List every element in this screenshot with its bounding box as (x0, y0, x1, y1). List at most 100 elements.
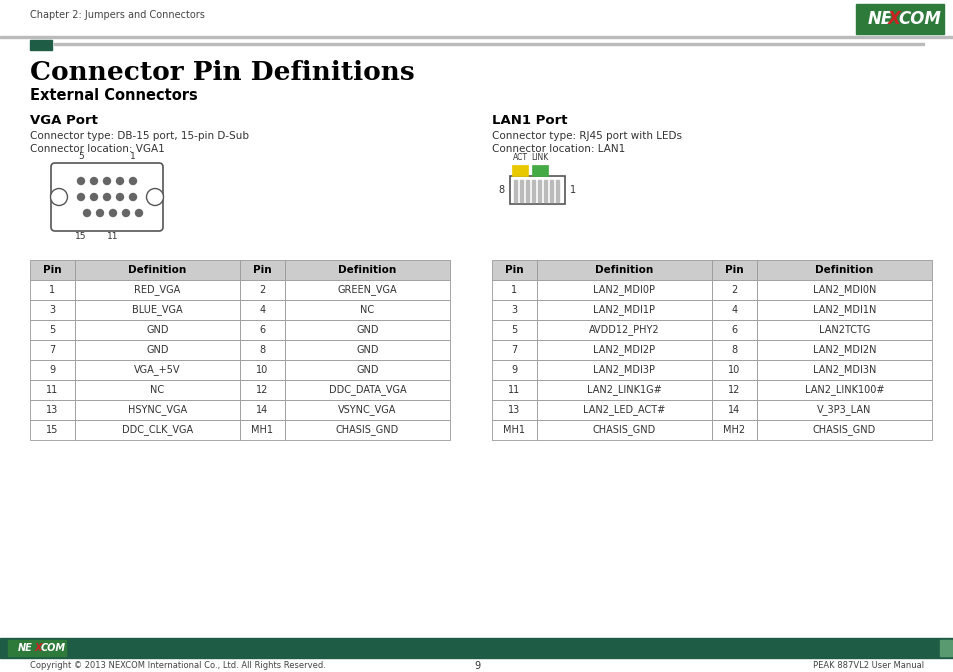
Bar (532, 165, 547, 176)
Bar (537, 300, 711, 320)
Text: CHASIS_GND: CHASIS_GND (812, 425, 875, 435)
Bar (512, 165, 527, 176)
Text: GND: GND (355, 325, 378, 335)
Circle shape (77, 177, 85, 185)
Text: MH1: MH1 (503, 425, 525, 435)
Text: LAN2_LINK1G#: LAN2_LINK1G# (586, 384, 661, 395)
Text: LAN2_LED_ACT#: LAN2_LED_ACT# (583, 405, 665, 415)
Text: VSYNC_VGA: VSYNC_VGA (338, 405, 396, 415)
Bar (285, 300, 450, 320)
Bar (556, 180, 558, 202)
Circle shape (116, 194, 123, 200)
Text: 12: 12 (256, 385, 269, 395)
Text: 6: 6 (731, 325, 737, 335)
Bar (711, 400, 757, 420)
Bar (30, 320, 75, 340)
Text: NC: NC (360, 305, 375, 315)
Bar (75, 260, 240, 280)
Text: 4: 4 (731, 305, 737, 315)
Text: 1: 1 (130, 152, 135, 161)
Text: NE: NE (867, 10, 892, 28)
Text: GND: GND (355, 345, 378, 355)
Text: External Connectors: External Connectors (30, 89, 197, 103)
Bar (75, 280, 240, 300)
Bar (30, 400, 75, 420)
Bar (285, 380, 450, 400)
Text: 6: 6 (259, 325, 265, 335)
Bar (711, 280, 757, 300)
Text: 11: 11 (508, 385, 520, 395)
Text: NC: NC (151, 385, 164, 395)
Bar (240, 280, 285, 300)
Circle shape (91, 177, 97, 185)
Bar (75, 420, 240, 440)
Circle shape (110, 210, 116, 216)
Text: ACT: ACT (512, 153, 527, 162)
Text: Connector Pin Definitions: Connector Pin Definitions (30, 60, 415, 85)
Text: 8: 8 (498, 185, 504, 195)
Text: 5: 5 (78, 152, 84, 161)
Text: LAN2_MDI0N: LAN2_MDI0N (812, 284, 875, 296)
Bar (30, 360, 75, 380)
Bar (75, 340, 240, 360)
Text: Pin: Pin (43, 265, 62, 275)
Bar (711, 380, 757, 400)
Circle shape (103, 177, 111, 185)
Bar (30, 40, 52, 50)
Bar (492, 360, 537, 380)
Text: Definition: Definition (815, 265, 873, 275)
Text: 9: 9 (474, 661, 479, 671)
Bar (75, 400, 240, 420)
Text: GREEN_VGA: GREEN_VGA (337, 284, 396, 296)
Text: DDC_CLK_VGA: DDC_CLK_VGA (122, 425, 193, 435)
Bar (0, 638, 953, 658)
Bar (285, 400, 450, 420)
Circle shape (103, 194, 111, 200)
Circle shape (96, 210, 103, 216)
Circle shape (147, 189, 163, 206)
Text: GND: GND (146, 325, 169, 335)
Text: RED_VGA: RED_VGA (134, 284, 180, 296)
Text: 2: 2 (731, 285, 737, 295)
Bar (240, 320, 285, 340)
Text: VGA Port: VGA Port (30, 114, 98, 126)
Bar (30, 300, 75, 320)
Bar (537, 320, 711, 340)
Bar (537, 260, 711, 280)
Text: HSYNC_VGA: HSYNC_VGA (128, 405, 187, 415)
Bar (75, 320, 240, 340)
Bar (492, 320, 537, 340)
Bar (0, 0, 953, 40)
Circle shape (116, 177, 123, 185)
Bar (757, 300, 931, 320)
Text: 3: 3 (50, 305, 55, 315)
Text: X: X (886, 10, 900, 28)
Text: AVDD12_PHY2: AVDD12_PHY2 (589, 325, 659, 335)
Text: MH1: MH1 (252, 425, 274, 435)
Bar (537, 280, 711, 300)
Bar (285, 360, 450, 380)
Bar (550, 180, 553, 202)
Text: V_3P3_LAN: V_3P3_LAN (817, 405, 871, 415)
Text: Connector type: DB-15 port, 15-pin D-Sub: Connector type: DB-15 port, 15-pin D-Sub (30, 131, 249, 141)
Bar (492, 340, 537, 360)
Bar (240, 400, 285, 420)
Bar (757, 380, 931, 400)
Bar (855, 4, 943, 34)
Bar (757, 400, 931, 420)
Bar (757, 340, 931, 360)
Circle shape (130, 194, 136, 200)
Text: 1: 1 (569, 185, 576, 195)
Bar (939, 640, 951, 656)
Text: 5: 5 (511, 325, 517, 335)
Text: Chapter 2: Jumpers and Connectors: Chapter 2: Jumpers and Connectors (30, 10, 205, 20)
Text: 10: 10 (256, 365, 269, 375)
Bar (0, 36, 953, 38)
Text: LAN2_MDI1P: LAN2_MDI1P (593, 304, 655, 315)
Text: 10: 10 (727, 365, 740, 375)
Bar (711, 340, 757, 360)
Bar (519, 180, 523, 202)
Bar (75, 380, 240, 400)
Text: Definition: Definition (595, 265, 653, 275)
Circle shape (77, 194, 85, 200)
